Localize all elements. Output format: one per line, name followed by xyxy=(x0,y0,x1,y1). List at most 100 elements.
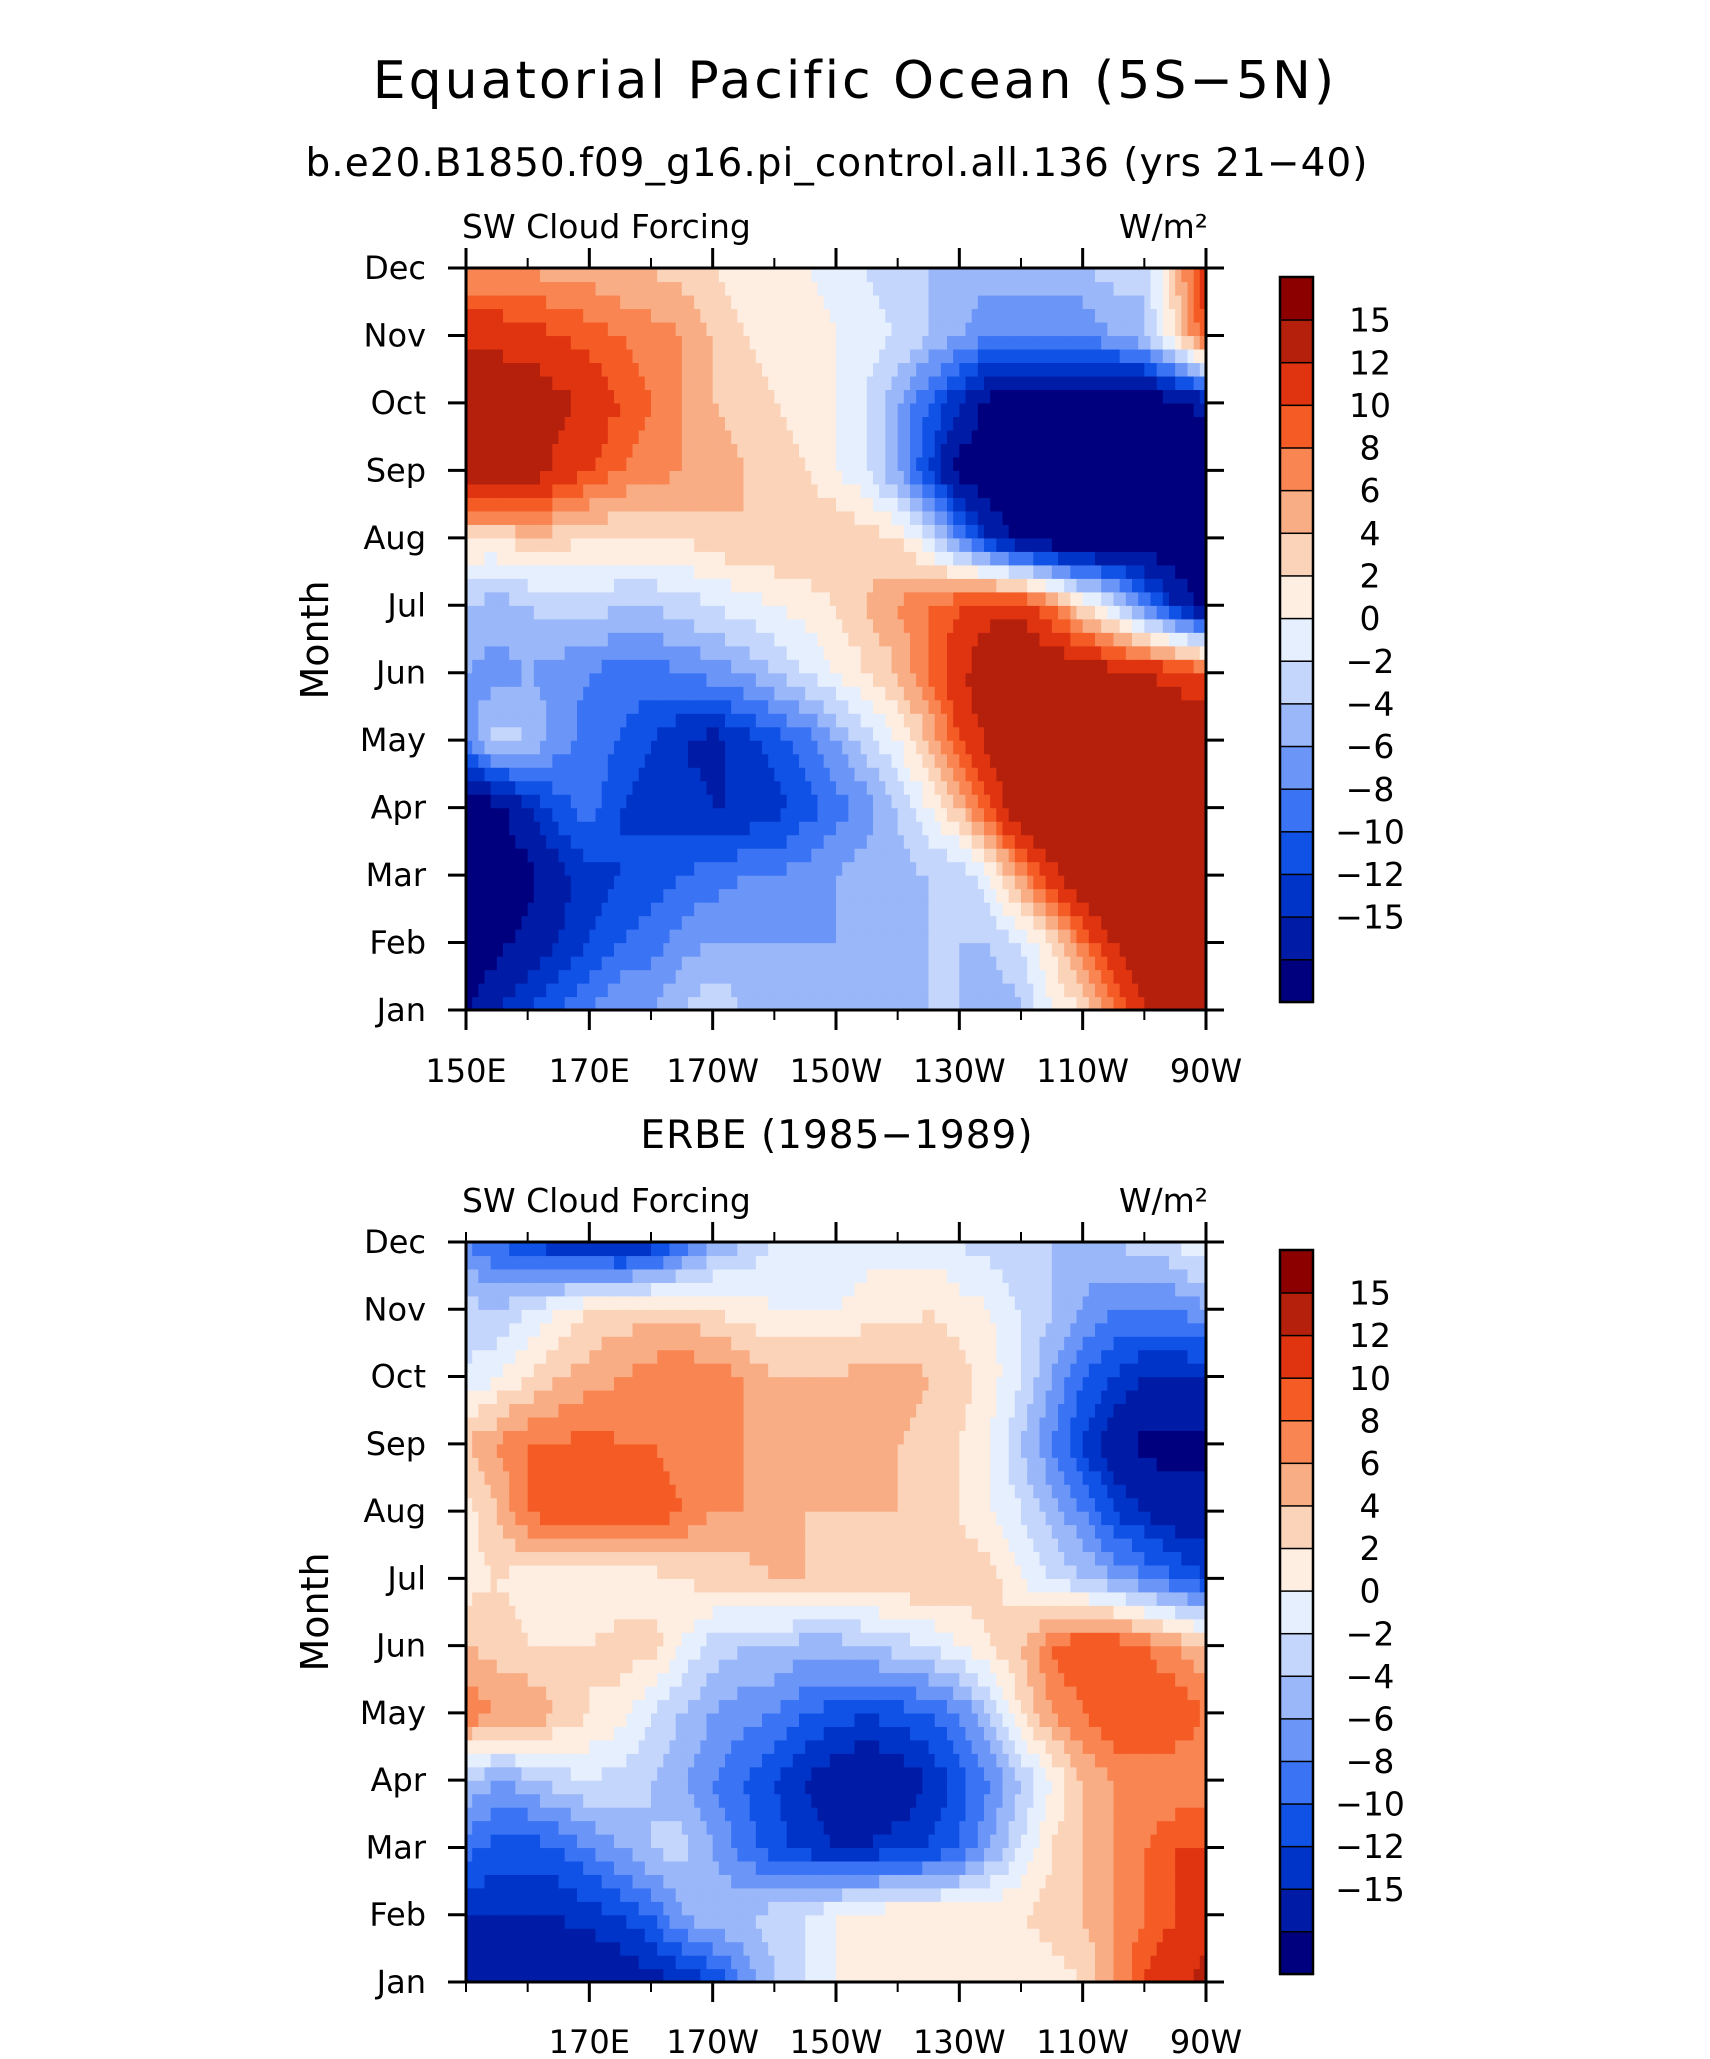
contour-cell xyxy=(1039,929,1047,944)
contour-cell xyxy=(743,875,751,890)
contour-cell xyxy=(521,578,529,593)
contour-cell xyxy=(527,483,535,498)
contour-cell xyxy=(811,605,819,620)
contour-cell xyxy=(472,564,479,579)
contour-cell xyxy=(965,915,973,930)
contour-cell xyxy=(706,713,714,728)
contour-cell xyxy=(496,861,504,876)
contour-cell xyxy=(1088,686,1096,701)
contour-cell xyxy=(577,456,584,471)
contour-cell xyxy=(959,740,967,755)
contour-cell xyxy=(1039,591,1047,606)
contour-cell xyxy=(509,875,516,890)
contour-cell xyxy=(552,767,560,782)
contour-cell xyxy=(712,942,720,957)
contour-cell xyxy=(780,753,788,768)
contour-cell xyxy=(971,524,979,539)
contour-cell xyxy=(466,875,473,890)
contour-cell xyxy=(1088,834,1096,849)
contour-cell xyxy=(1045,726,1053,741)
contour-cell xyxy=(897,956,905,971)
contour-cell xyxy=(1193,726,1201,741)
contour-cell xyxy=(533,551,541,566)
contour-cell xyxy=(1070,834,1078,849)
contour-cell xyxy=(1144,645,1152,660)
contour-cell xyxy=(977,956,985,971)
contour-cell xyxy=(1101,834,1108,849)
contour-cell xyxy=(1107,983,1115,998)
contour-cell xyxy=(916,618,923,633)
contour-cell xyxy=(632,510,640,525)
contour-cell xyxy=(521,551,529,566)
contour-cell xyxy=(1132,942,1139,957)
contour-cell xyxy=(811,483,819,498)
contour-cell xyxy=(533,713,541,728)
contour-cell xyxy=(1021,699,1028,714)
contour-cell xyxy=(1014,713,1022,728)
contour-cell xyxy=(792,996,800,1010)
contour-cell xyxy=(1169,659,1176,674)
contour-cell xyxy=(675,443,683,458)
contour-cell xyxy=(1051,470,1059,485)
contour-cell xyxy=(842,524,849,539)
contour-cell xyxy=(620,888,627,903)
contour-cell xyxy=(873,713,880,728)
contour-cell xyxy=(774,767,782,782)
contour-cell xyxy=(490,578,498,593)
contour-cell xyxy=(1008,848,1016,863)
contour-cell xyxy=(1193,672,1201,687)
contour-cell xyxy=(509,618,516,633)
contour-cell xyxy=(799,497,806,512)
contour-cell xyxy=(743,699,751,714)
contour-cell xyxy=(996,605,1004,620)
contour-cell xyxy=(626,591,634,606)
contour-cell xyxy=(934,537,942,552)
contour-cell xyxy=(903,645,911,660)
contour-cell xyxy=(873,618,880,633)
contour-cell xyxy=(706,888,714,903)
contour-cell xyxy=(928,821,936,836)
contour-cell xyxy=(743,672,751,687)
contour-cell xyxy=(866,807,874,822)
contour-cell xyxy=(614,969,621,984)
contour-cell xyxy=(558,578,566,593)
contour-cell xyxy=(515,807,523,822)
contour-cell xyxy=(546,632,553,647)
contour-cell xyxy=(1125,983,1133,998)
contour-cell xyxy=(564,875,572,890)
contour-cell xyxy=(940,686,948,701)
contour-cell xyxy=(1064,942,1071,957)
contour-cell xyxy=(583,915,590,930)
contour-cell xyxy=(595,470,603,485)
contour-cell xyxy=(663,767,671,782)
contour-cell xyxy=(866,591,874,606)
contour-cell xyxy=(681,929,689,944)
contour-cell xyxy=(478,767,486,782)
contour-cell xyxy=(903,713,911,728)
contour-cell xyxy=(533,848,541,863)
contour-cell xyxy=(928,632,936,647)
contour-cell xyxy=(731,983,738,998)
contour-cell xyxy=(940,537,948,552)
contour-cell xyxy=(632,726,640,741)
contour-cell xyxy=(916,686,923,701)
contour-cell xyxy=(774,605,782,620)
contour-cell xyxy=(799,645,806,660)
contour-cell xyxy=(644,956,652,971)
contour-cell xyxy=(1175,767,1182,782)
contour-cell xyxy=(644,510,652,525)
contour-cell xyxy=(903,888,911,903)
contour-cell xyxy=(1156,767,1164,782)
contour-cell xyxy=(731,510,738,525)
contour-cell xyxy=(1033,483,1041,498)
contour-cell xyxy=(589,456,597,471)
contour-cell xyxy=(694,456,701,471)
contour-cell xyxy=(1039,942,1047,957)
contour-cell xyxy=(527,888,535,903)
contour-cell xyxy=(1051,983,1059,998)
contour-cell xyxy=(521,443,529,458)
contour-cell xyxy=(891,956,899,971)
contour-cell xyxy=(700,605,708,620)
contour-cell xyxy=(540,780,547,795)
contour-cell xyxy=(947,753,954,768)
